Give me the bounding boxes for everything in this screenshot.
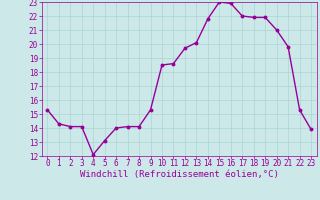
X-axis label: Windchill (Refroidissement éolien,°C): Windchill (Refroidissement éolien,°C) [80, 170, 279, 179]
